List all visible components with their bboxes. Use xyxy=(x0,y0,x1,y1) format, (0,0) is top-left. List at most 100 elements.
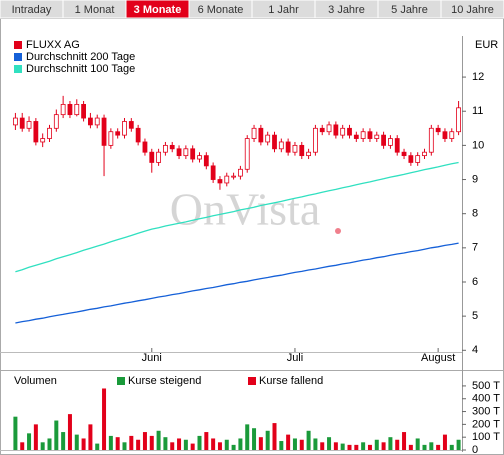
volume-bar xyxy=(408,444,413,450)
candle-body xyxy=(19,117,25,129)
tab-label[interactable]: 1 Monat xyxy=(75,4,115,16)
volume-bar xyxy=(129,435,134,450)
candle-body xyxy=(442,131,448,139)
volume-bar xyxy=(258,437,263,450)
volume-bar xyxy=(170,442,175,450)
y-tick-label: 10 xyxy=(472,139,484,151)
volume-bar xyxy=(74,434,79,450)
volume-bar xyxy=(108,435,113,450)
candle-body xyxy=(422,151,427,157)
volume-bar xyxy=(88,424,93,450)
candle-body xyxy=(203,155,209,167)
volume-bar xyxy=(245,424,250,450)
volume-bar xyxy=(388,437,393,450)
volume-bar xyxy=(217,442,222,450)
volume-bar xyxy=(299,439,304,450)
tab[interactable]: Intraday xyxy=(0,0,64,19)
x-tick-label: Juli xyxy=(287,352,304,364)
candle-body xyxy=(340,127,346,136)
candle-body xyxy=(210,165,216,180)
candle-body xyxy=(128,121,134,129)
volume-bar xyxy=(156,430,161,450)
volume-bar xyxy=(238,438,243,450)
candle-body xyxy=(81,103,86,119)
candle-body xyxy=(408,155,414,163)
candle-body xyxy=(67,103,73,116)
volume-bar xyxy=(429,442,434,450)
tab[interactable]: 6 Monate xyxy=(188,0,253,19)
candle-body xyxy=(319,127,325,133)
tab-label[interactable]: 5 Jahre xyxy=(391,4,428,16)
candle-body xyxy=(176,148,182,157)
volume-bar xyxy=(354,444,359,450)
volume-bar xyxy=(177,438,182,450)
volume-bar xyxy=(27,433,32,450)
legend-swatch xyxy=(14,53,22,61)
candle-body xyxy=(299,144,305,157)
volume-bar xyxy=(415,438,420,450)
tab-label[interactable]: 6 Monate xyxy=(198,4,244,16)
volume-bar xyxy=(449,444,454,450)
candle-body xyxy=(353,134,359,139)
candle-body xyxy=(169,144,175,150)
candle-body xyxy=(456,107,461,133)
volume-bar xyxy=(149,435,154,450)
volume-bar xyxy=(102,388,107,450)
y-tick-label: 500 T xyxy=(472,380,500,392)
volume-bar xyxy=(442,434,447,450)
volume-bar xyxy=(456,439,461,450)
candle-body xyxy=(394,138,400,153)
tab[interactable]: 1 Monat xyxy=(62,0,127,19)
tab[interactable]: 3 Monate xyxy=(125,0,190,19)
candle-body xyxy=(306,151,311,157)
candle-body xyxy=(278,141,284,150)
tab[interactable]: 1 Jahr xyxy=(251,0,316,19)
candle-body xyxy=(313,127,318,153)
y-tick-label: 4 xyxy=(472,344,478,356)
y-tick-label: 11 xyxy=(472,105,483,117)
y-tick-label: 8 xyxy=(472,208,478,220)
tab[interactable]: 10 Jahre xyxy=(440,0,504,19)
legend-swatch xyxy=(117,377,125,385)
volume-bar xyxy=(54,420,59,450)
candle-body xyxy=(33,121,39,143)
volume-bar xyxy=(95,443,100,450)
legend-swatch xyxy=(14,65,22,73)
tab-label[interactable]: 10 Jahre xyxy=(451,4,494,16)
legend-label: FLUXX AG xyxy=(26,39,80,51)
candle-body xyxy=(333,124,339,136)
candle-body xyxy=(74,103,80,116)
legend-label: Durchschnitt 100 Tage xyxy=(26,63,135,75)
tab-label[interactable]: Intraday xyxy=(12,4,52,16)
candle-body xyxy=(449,131,455,139)
y-tick-label: 9 xyxy=(472,173,478,185)
tab-label[interactable]: 3 Jahre xyxy=(328,4,365,16)
y-tick-label: 0 xyxy=(472,444,478,455)
candle-body xyxy=(231,175,236,178)
tab-label[interactable]: 3 Monate xyxy=(134,4,182,16)
volume-bar xyxy=(81,438,86,450)
volume-bar xyxy=(381,442,386,450)
candle-body xyxy=(347,127,352,136)
candle-body xyxy=(272,134,277,150)
candle-body xyxy=(244,138,250,170)
tab-background[interactable] xyxy=(440,0,504,19)
y-tick-label: 12 xyxy=(472,71,484,83)
candle-body xyxy=(122,121,127,136)
candle-body xyxy=(374,134,380,139)
candle-body xyxy=(26,121,32,129)
x-tick-label: August xyxy=(421,352,455,364)
volume-bar xyxy=(224,439,229,450)
legend-label: Durchschnitt 200 Tage xyxy=(26,51,135,63)
candle-body xyxy=(40,138,46,143)
tab[interactable]: 3 Jahre xyxy=(314,0,379,19)
tab-label[interactable]: 1 Jahr xyxy=(268,4,299,16)
y-tick-label: 5 xyxy=(472,310,478,322)
volume-bar xyxy=(422,444,427,450)
volume-bar xyxy=(252,428,257,450)
volume-bar xyxy=(122,442,127,450)
candle-body xyxy=(53,114,59,129)
tab[interactable]: 5 Jahre xyxy=(377,0,442,19)
volume-bar xyxy=(204,432,209,450)
